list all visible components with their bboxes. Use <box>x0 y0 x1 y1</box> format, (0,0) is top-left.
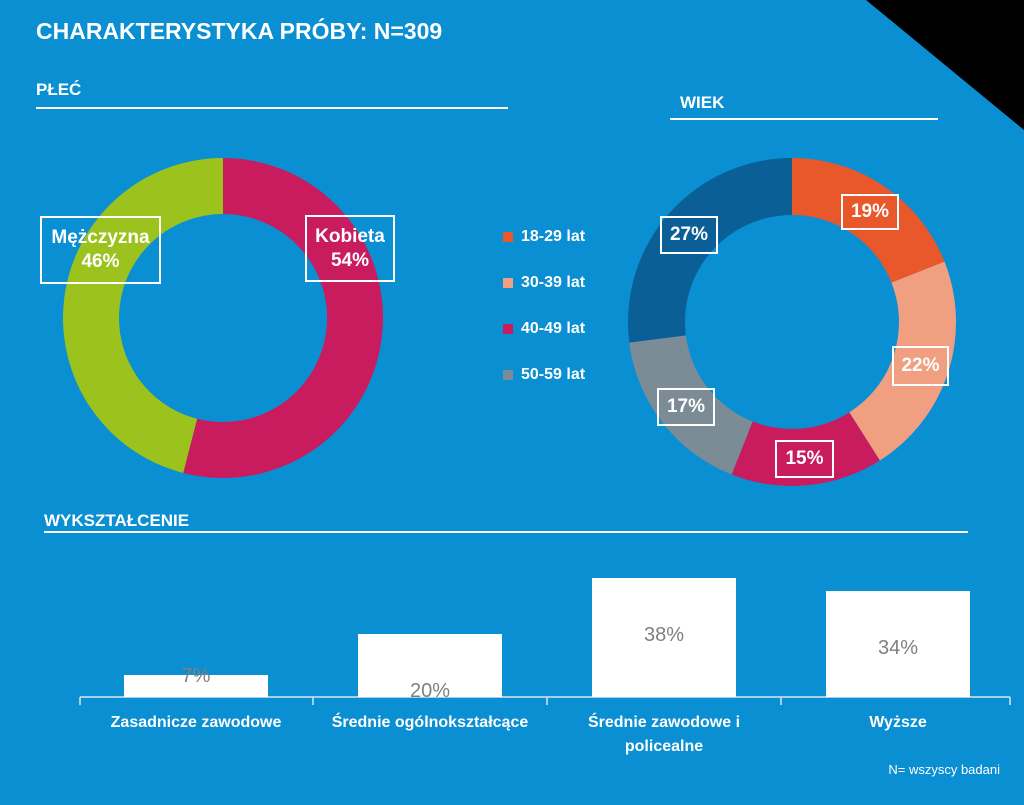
bar-zasadnicze-zawodowe <box>124 675 268 697</box>
bar-wyzsze <box>826 590 970 697</box>
legend-swatch-40-49 <box>503 324 513 334</box>
legend-item-30-39: 30-39 lat <box>503 273 585 293</box>
bar-value-label: 7% <box>181 665 211 688</box>
slice-18-29 <box>792 158 945 283</box>
legend-item-50-59: 50-59 lat <box>503 365 585 385</box>
age-heading-rule <box>670 118 938 120</box>
slice-kobieta <box>183 158 384 478</box>
age-slice-label-30-39: 22% <box>892 346 949 386</box>
age-slice-label-60-plus: 27% <box>660 216 718 254</box>
legend-label-40-49: 40-49 lat <box>521 320 586 337</box>
bar-value-label: 20% <box>409 680 451 703</box>
age-donut-chart <box>628 158 956 486</box>
bar-value-label: 38% <box>643 624 685 646</box>
age-slice-label-18-29: 19% <box>841 194 899 230</box>
legend-label-18-29: 18-29 lat <box>521 228 586 245</box>
category-label: Średnie ogólnokształcące <box>331 714 529 731</box>
female-percent: 54% <box>330 250 370 271</box>
legend-item-18-29: 18-29 lat <box>503 227 585 247</box>
slice-50-59 <box>629 335 753 475</box>
legend-item-40-49: 40-49 lat <box>503 319 585 339</box>
gender-heading-rule <box>36 107 508 109</box>
bar-axis-ticks <box>79 697 1011 705</box>
footnote: N= wszyscy badani <box>888 762 1000 777</box>
age-heading: WIEK <box>680 93 725 112</box>
category-label: Zasadnicze zawodowe <box>110 714 282 731</box>
female-name: Kobieta <box>315 226 385 247</box>
legend-swatch-50-59 <box>503 370 513 380</box>
education-heading-rule <box>44 531 968 533</box>
male-label-box: Mężczyzna 46% <box>40 216 161 284</box>
male-percent: 46% <box>81 251 120 272</box>
age-slice-label-40-49: 15% <box>775 440 834 478</box>
slice-30-39 <box>849 261 956 461</box>
legend-swatch-30-39 <box>503 278 513 288</box>
legend-label-50-59: 50-59 lat <box>521 366 586 383</box>
gender-heading: PŁEĆ <box>36 80 82 99</box>
page-title: CHARAKTERYSTYKA PRÓBY: N=309 <box>36 18 443 44</box>
bar-srednie-zawodowe <box>592 578 736 697</box>
age-slice-label-50-59: 17% <box>657 388 715 426</box>
category-label: Wyższe <box>869 714 927 731</box>
category-label: Średnie zawodowe i policealne <box>587 714 741 755</box>
bar-value-label: 34% <box>877 636 919 659</box>
gender-donut-chart <box>63 158 384 478</box>
female-label-box: Kobieta 54% <box>305 215 395 282</box>
bar-srednie-ogolnoksztalcace <box>358 634 502 697</box>
slice-60-plus <box>628 158 792 343</box>
slice-40-49 <box>731 412 880 486</box>
slice-mezczyzna <box>63 158 224 473</box>
legend-label-30-39: 30-39 lat <box>521 274 586 291</box>
legend-swatch-18-29 <box>503 232 513 242</box>
male-name: Mężczyzna <box>51 227 150 248</box>
education-heading: WYKSZTAŁCENIE <box>44 511 190 530</box>
